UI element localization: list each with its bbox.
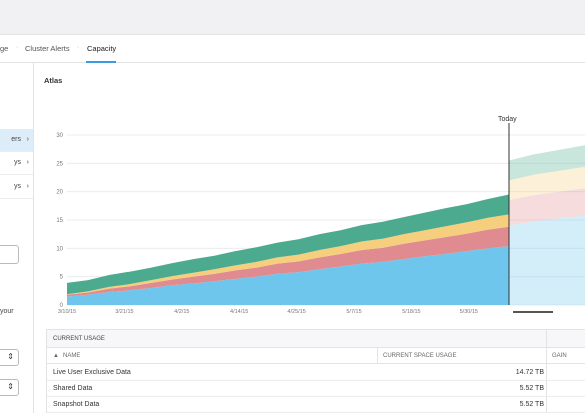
top-bar xyxy=(0,0,585,35)
column-divider xyxy=(377,348,378,364)
x-tick-label: 3/10/15 xyxy=(58,309,76,315)
area-series-1 xyxy=(67,226,509,297)
column-header-space-usage[interactable]: CURRENT SPACE USAGE xyxy=(383,353,457,359)
column-divider xyxy=(546,330,547,413)
y-tick-label: 15 xyxy=(56,218,63,224)
sidebar-text: your xyxy=(0,308,14,315)
row-value: 5.52 TB xyxy=(519,401,544,408)
x-tick-label: 5/7/15 xyxy=(346,309,361,315)
today-label: Today xyxy=(498,116,517,123)
sort-ascending-icon[interactable]: ▲ xyxy=(53,353,59,359)
table-row[interactable]: Shared Data 5.52 TB xyxy=(47,381,585,397)
x-tick-label: 4/2/15 xyxy=(174,309,189,315)
y-tick-label: 0 xyxy=(60,303,64,309)
row-name: Snapshot Data xyxy=(53,401,100,408)
tab-cluster-alerts[interactable]: Cluster Alerts xyxy=(25,44,70,53)
sidebar: ers › ys › ys › your ⇕ ⇕ xyxy=(0,63,34,413)
y-tick-label: 10 xyxy=(56,246,63,252)
area-series-2 xyxy=(67,214,509,295)
active-tab-indicator xyxy=(86,61,116,63)
sidebar-item-2[interactable]: ys › xyxy=(0,152,33,175)
row-value: 14.72 TB xyxy=(515,369,544,376)
row-value: 5.52 TB xyxy=(519,385,544,392)
tab-separator: · xyxy=(77,44,80,51)
row-name: Shared Data xyxy=(53,385,93,392)
area-series-3 xyxy=(67,194,509,295)
table-row[interactable]: Snapshot Data 5.52 TB xyxy=(47,397,585,413)
column-header-gain[interactable]: GAIN xyxy=(552,353,567,359)
sidebar-item-label: ys xyxy=(14,183,21,190)
tab-bar: ge · Cluster Alerts · Capacity xyxy=(0,35,585,63)
y-tick-label: 5 xyxy=(60,275,64,281)
area-series-0 xyxy=(67,246,509,305)
current-usage-table: CURRENT USAGE ▲ NAME CURRENT SPACE USAGE… xyxy=(46,329,585,413)
chevron-right-icon: › xyxy=(26,159,29,166)
forecast-series-0 xyxy=(509,215,585,305)
sidebar-item-1[interactable]: ers › xyxy=(0,129,33,152)
chevron-right-icon: › xyxy=(26,136,29,143)
x-tick-label: 4/14/15 xyxy=(230,309,248,315)
sidebar-input[interactable] xyxy=(0,245,19,264)
capacity-chart: 0 5 10 15 20 25 30 3/10/15 3/21/15 4/2/15 4/14/15… xyxy=(56,123,585,315)
table-column-headers: ▲ NAME CURRENT SPACE USAGE GAIN xyxy=(47,348,585,364)
x-tick-label: 5/18/15 xyxy=(402,309,420,315)
tab-separator: · xyxy=(16,44,19,51)
y-tick-label: 20 xyxy=(56,190,63,196)
sidebar-select-1[interactable]: ⇕ xyxy=(0,349,19,366)
tab-overview[interactable]: ge xyxy=(0,44,9,53)
sidebar-item-label: ys xyxy=(14,159,21,166)
tab-capacity[interactable]: Capacity xyxy=(87,44,117,53)
sidebar-select-2[interactable]: ⇕ xyxy=(0,379,19,396)
x-tick-label: 5/30/15 xyxy=(460,309,478,315)
row-name: Live User Exclusive Data xyxy=(53,369,131,376)
y-tick-label: 25 xyxy=(56,161,63,167)
table-row[interactable]: Live User Exclusive Data 14.72 TB xyxy=(47,365,585,381)
chevron-right-icon: › xyxy=(26,183,29,190)
x-tick-label: 3/21/15 xyxy=(115,309,133,315)
x-tick-label: 4/25/15 xyxy=(287,309,305,315)
timeline-scrollbar[interactable] xyxy=(513,311,553,313)
forecast-series-1 xyxy=(509,188,585,226)
sidebar-item-label: ers xyxy=(11,136,21,143)
main-content: Atlas Today 0 5 10 15 20 25 30 3/10/15 3/21/15 4… xyxy=(35,63,585,413)
forecast-series-2 xyxy=(509,166,585,201)
forecast-series-3 xyxy=(509,145,585,181)
table-title: CURRENT USAGE xyxy=(53,336,105,342)
column-header-name[interactable]: NAME xyxy=(63,353,81,359)
sidebar-item-3[interactable]: ys › xyxy=(0,176,33,199)
table-header: CURRENT USAGE xyxy=(47,330,585,348)
chart-title: Atlas xyxy=(44,76,63,85)
y-tick-label: 30 xyxy=(56,133,63,139)
